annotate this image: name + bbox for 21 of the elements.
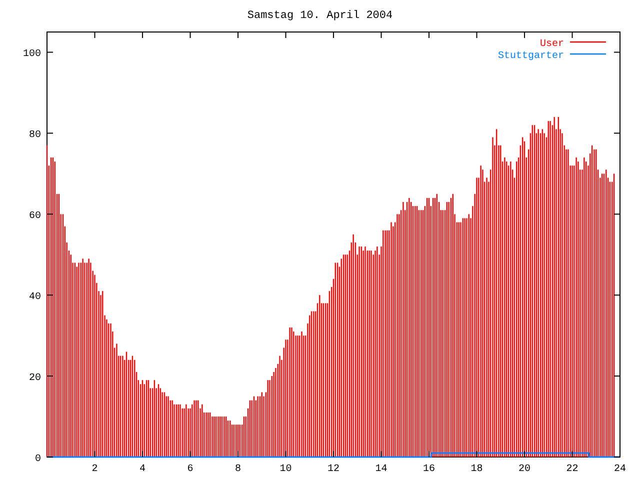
y-tick-label: 40 bbox=[28, 292, 41, 304]
x-tick-label: 8 bbox=[234, 464, 242, 475]
legend-label: User bbox=[540, 39, 564, 50]
x-tick-label: 6 bbox=[187, 464, 194, 475]
legend-label: Stuttgarter bbox=[498, 51, 564, 62]
y-tick-label: 20 bbox=[28, 373, 41, 384]
x-tick-label: 16 bbox=[422, 464, 436, 475]
x-tick-label: 24 bbox=[614, 464, 626, 475]
x-tick-label: 4 bbox=[139, 464, 146, 475]
x-tick-label: 10 bbox=[280, 464, 292, 475]
y-tick-label: 80 bbox=[28, 130, 41, 142]
x-tick-label: 20 bbox=[518, 464, 531, 475]
x-tick-label: 22 bbox=[566, 464, 578, 475]
y-tick-label: 60 bbox=[28, 211, 41, 222]
x-tick-label: 18 bbox=[470, 464, 483, 475]
y-tick-label: 0 bbox=[34, 454, 41, 465]
chart-title: Samstag 10. April 2004 bbox=[247, 10, 394, 22]
x-tick-label: 2 bbox=[92, 464, 98, 475]
y-tick-label: 100 bbox=[22, 49, 41, 60]
x-tick-label: 14 bbox=[375, 464, 388, 475]
x-tick-label: 12 bbox=[327, 464, 340, 475]
